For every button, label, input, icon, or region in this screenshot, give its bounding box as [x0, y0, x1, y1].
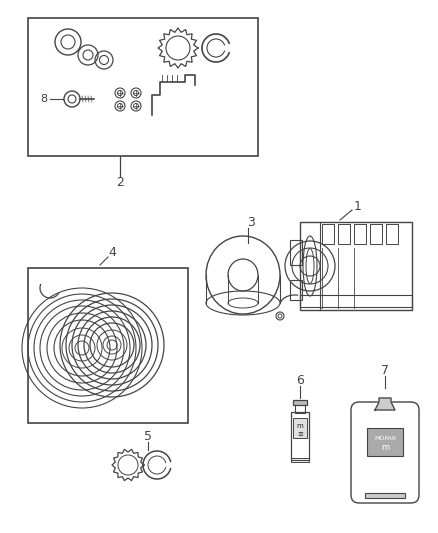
Bar [365, 493, 405, 498]
Text: ≡: ≡ [297, 431, 303, 437]
Bar [386, 224, 398, 244]
Bar [300, 295, 412, 307]
Bar [338, 224, 350, 244]
Polygon shape [375, 398, 395, 410]
Text: 4: 4 [108, 246, 116, 260]
Bar [291, 458, 309, 462]
Bar [295, 404, 305, 413]
Text: 1: 1 [354, 200, 362, 214]
Text: m: m [297, 423, 304, 429]
Bar [354, 224, 366, 244]
Text: 6: 6 [296, 374, 304, 386]
Text: 2: 2 [116, 175, 124, 189]
Text: 5: 5 [144, 431, 152, 443]
Text: 7: 7 [381, 364, 389, 376]
Text: MOPAR: MOPAR [374, 437, 396, 441]
Bar [367, 428, 403, 456]
Bar [290, 240, 302, 265]
Bar [28, 268, 188, 423]
Text: 3: 3 [247, 215, 255, 229]
Bar [291, 412, 309, 460]
Bar [322, 224, 334, 244]
Text: m: m [381, 443, 389, 453]
Bar [290, 280, 302, 300]
Bar [370, 224, 382, 244]
Bar [293, 400, 307, 405]
Bar [293, 418, 307, 438]
Bar [300, 222, 412, 310]
Bar [28, 18, 258, 156]
Text: 8: 8 [40, 94, 48, 104]
